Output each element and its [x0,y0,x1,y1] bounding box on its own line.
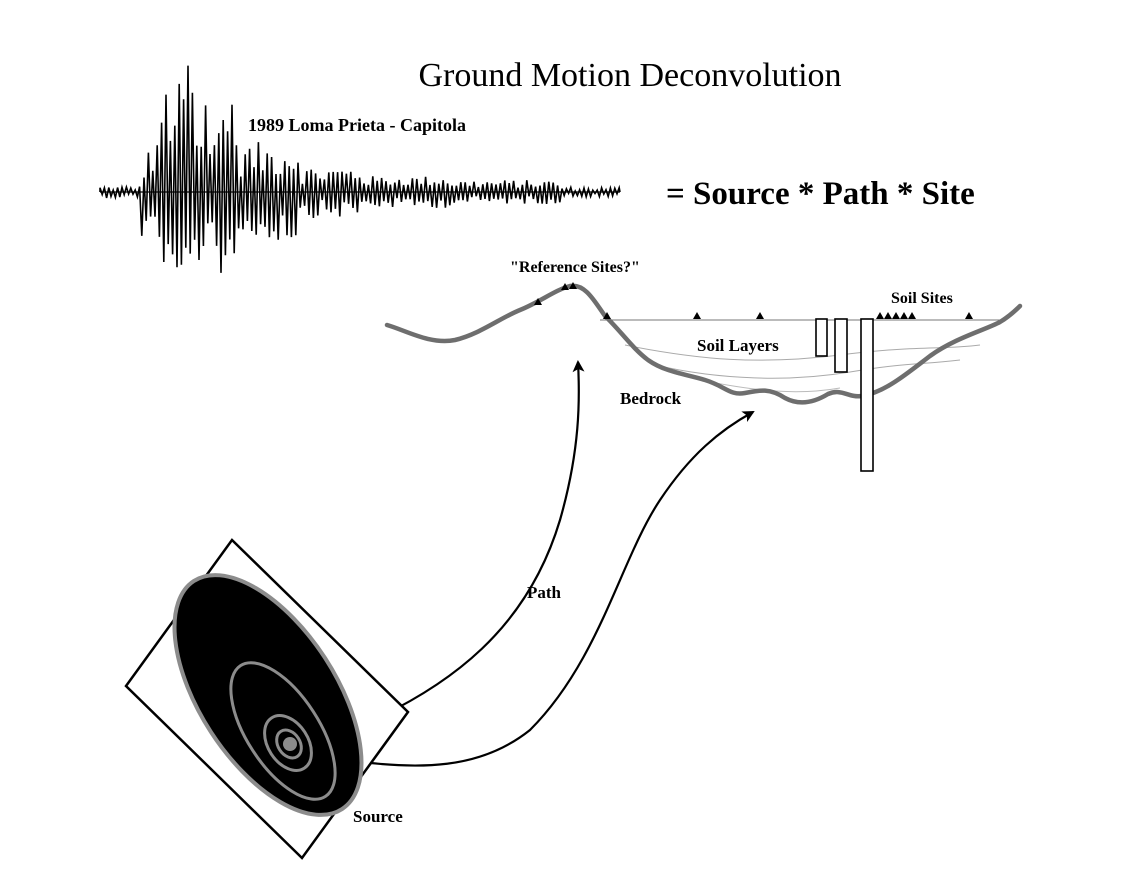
station-triangle [693,312,701,319]
station-triangle [603,312,611,319]
equation-text: = Source * Path * Site [666,176,975,212]
station-triangle [900,312,908,319]
station-triangle [884,312,892,319]
ray-path-to-reference-site [324,360,585,742]
slip-ring-outer [229,661,337,801]
source-fault-plane [124,538,410,860]
ground-cross-section [384,283,1023,472]
bedrock-label: Bedrock [620,389,682,408]
borehole-1 [815,318,828,357]
station-triangle [569,282,577,289]
station-triangle [756,312,764,319]
borehole-3 [860,318,874,472]
bedrock-profile [384,283,1023,405]
station-triangle [561,283,569,290]
seismogram-trace [99,65,621,273]
station-triangle [534,298,542,305]
soil-sites-label: Soil Sites [891,290,953,307]
reference-sites-label: "Reference Sites?" [510,259,640,276]
path-label: Path [527,583,562,602]
source-label: Source [353,807,403,826]
soil-layers-label: Soil Layers [697,336,779,355]
station-triangle [892,312,900,319]
station-triangle [876,312,884,319]
slip-ring-inner [275,728,303,760]
borehole-2 [834,318,848,373]
diagram-title: Ground Motion Deconvolution [418,57,841,94]
ray-path-to-soil-site [344,411,755,767]
station-triangle [965,312,973,319]
slip-ring-middle [263,714,313,772]
station-triangle [908,312,916,319]
hypocenter [283,737,297,751]
seismogram-label: 1989 Loma Prieta - Capitola [248,115,466,135]
station-markers [534,282,973,319]
